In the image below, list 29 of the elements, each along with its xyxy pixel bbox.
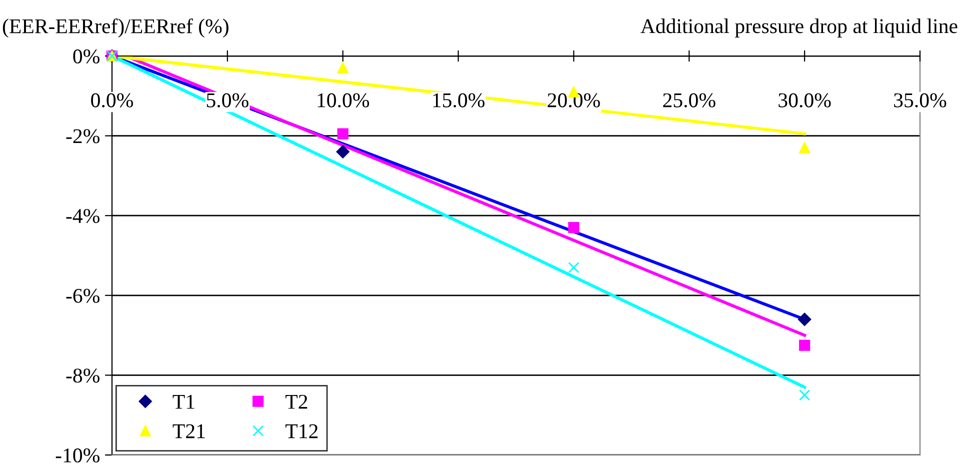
x-tick-label: 20.0%: [548, 93, 600, 108]
point: [799, 390, 810, 401]
y-tick-label: 0%: [73, 49, 100, 64]
legend-label: T1: [172, 394, 194, 409]
point: [568, 222, 580, 234]
point: [337, 62, 348, 74]
x-tick-label: 0.0%: [91, 93, 133, 108]
point: [799, 340, 810, 351]
y-tick-label: -4%: [66, 208, 100, 224]
point: [336, 145, 350, 158]
x-tick-label: 10.0%: [318, 93, 370, 108]
x-axis-title: Additional pressure drop at liquid line: [640, 18, 958, 38]
y-tick-label: -2%: [66, 129, 100, 144]
x-tick-label: 5.0%: [206, 93, 248, 108]
point: [337, 128, 348, 140]
y-tick-label: -10%: [56, 448, 100, 462]
point: [568, 262, 580, 274]
point: [799, 142, 810, 154]
y-tick-label: -6%: [66, 288, 100, 303]
legend-label: T12: [286, 424, 318, 438]
x-tick-label: 15.0%: [433, 93, 484, 108]
y-tick-label: -8%: [66, 368, 100, 383]
x-tick-label: 30.0%: [778, 93, 831, 108]
x-tick-label: 25.0%: [663, 93, 716, 108]
x-tick-label: 35.0%: [894, 93, 946, 108]
legend-label: T2: [286, 394, 308, 409]
legend-label: T21: [172, 424, 205, 438]
point: [798, 312, 812, 326]
y-axis-title: (EER-EERref)/EERref (%): [2, 18, 228, 38]
